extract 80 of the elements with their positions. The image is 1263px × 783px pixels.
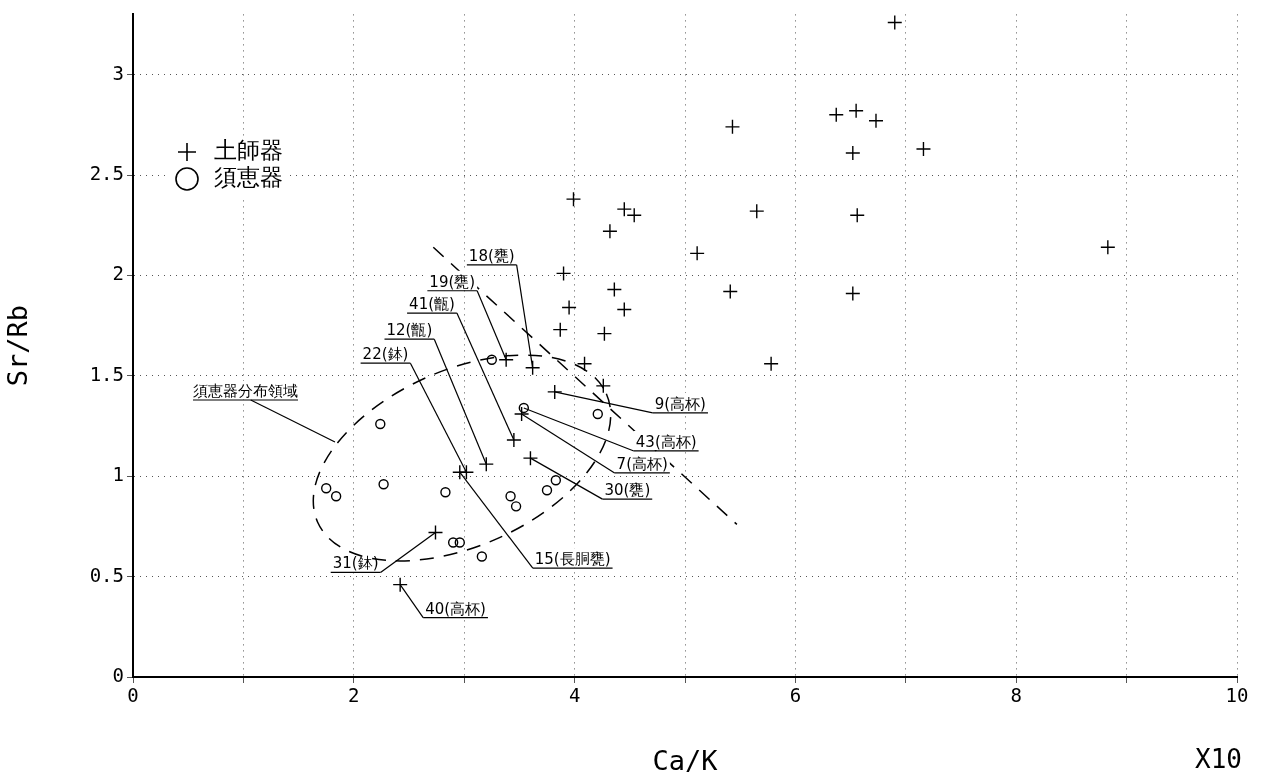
- point: [592, 408, 603, 420]
- point: [915, 141, 932, 157]
- point: [724, 119, 741, 135]
- point: [616, 301, 632, 318]
- point: [1100, 239, 1116, 256]
- point: [541, 485, 553, 496]
- annotation: 12(甑): [386, 321, 433, 340]
- annotation: 15(長胴甕): [534, 550, 611, 569]
- point: [596, 325, 613, 342]
- point: [518, 402, 530, 414]
- legend-label: 土師器: [214, 136, 283, 163]
- point: [330, 491, 342, 502]
- annotation: 30(甕): [604, 481, 651, 500]
- legend-label: 須恵器: [214, 163, 283, 190]
- point: [561, 299, 577, 316]
- annotation: 19(甕): [429, 272, 476, 291]
- point: [513, 406, 530, 422]
- x-tick-label: 2: [348, 684, 360, 707]
- point: [595, 378, 611, 394]
- point: [887, 14, 903, 31]
- point: [552, 321, 568, 338]
- y-tick-label: 0: [112, 663, 124, 686]
- point: [602, 223, 618, 239]
- point: [505, 491, 516, 502]
- annotation: 40(高杯): [425, 599, 486, 618]
- point: [547, 384, 563, 400]
- x-tick-label: 4: [568, 684, 581, 707]
- point: [478, 456, 494, 472]
- point: [375, 418, 386, 430]
- point: [510, 501, 522, 512]
- point: [689, 245, 705, 262]
- annotation: 41(甑): [409, 295, 455, 314]
- x-tick-label: 0: [127, 684, 139, 707]
- point: [454, 537, 465, 548]
- point: [749, 203, 765, 219]
- point: [498, 352, 514, 368]
- y-axis-title: Sr/Rb: [2, 305, 34, 387]
- point: [763, 356, 779, 372]
- y-tick-label: 2: [112, 262, 124, 285]
- x-axis-title: Ca/K: [652, 744, 719, 776]
- y-tick-label: 2.5: [89, 161, 124, 184]
- annotation: 9(高杯): [654, 394, 706, 413]
- point: [321, 483, 332, 494]
- point: [427, 524, 444, 541]
- x-tick-label: 6: [789, 684, 802, 707]
- point: [486, 354, 497, 365]
- annotation: 18(甕): [468, 246, 515, 265]
- y-tick-label: 3: [112, 61, 124, 84]
- annotation: 7(高杯): [616, 454, 668, 473]
- point: [452, 464, 468, 480]
- point: [522, 450, 539, 466]
- point: [506, 432, 522, 448]
- annotation: 須恵器分布領域: [193, 382, 298, 400]
- y-tick-label: 0.5: [89, 563, 124, 586]
- point: [447, 537, 459, 548]
- point: [868, 113, 884, 129]
- point: [576, 356, 593, 372]
- point: [392, 576, 408, 593]
- point: [524, 360, 541, 376]
- x-tick-label: 10: [1225, 684, 1249, 707]
- point: [828, 107, 844, 123]
- point: [565, 191, 582, 207]
- annotation: 43(高杯): [635, 432, 697, 451]
- x-tick-label: 8: [1010, 684, 1022, 707]
- annotation: 22(鉢): [362, 345, 409, 364]
- y-tick-label: 1: [112, 463, 124, 486]
- point: [550, 475, 562, 486]
- point: [606, 281, 623, 298]
- y-tick-label: 1.5: [89, 362, 124, 385]
- point: [848, 103, 864, 119]
- point: [849, 207, 865, 223]
- point: [555, 265, 572, 282]
- point: [722, 283, 738, 300]
- text: X10: [1195, 744, 1242, 774]
- point: [476, 551, 488, 562]
- point: [378, 479, 389, 490]
- point: [845, 285, 861, 302]
- point: [845, 145, 861, 161]
- annotation: 31(鉢): [332, 554, 379, 573]
- point: [440, 487, 451, 498]
